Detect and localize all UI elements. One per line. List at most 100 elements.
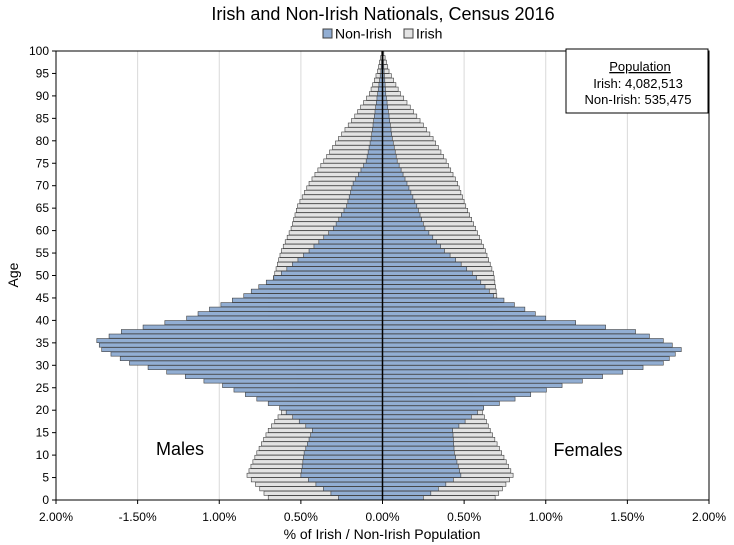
bar-non-irish-male (355, 176, 383, 182)
bar-non-irish-female (382, 405, 485, 411)
y-tick-label: 35 (36, 336, 50, 350)
bar-non-irish-female (382, 118, 390, 123)
bar-non-irish-male (375, 100, 383, 106)
bar-non-irish-female (382, 181, 408, 186)
bar-non-irish-male (164, 320, 383, 326)
bar-non-irish-male (110, 351, 383, 357)
bar-non-irish-male (220, 302, 383, 308)
bar-non-irish-male (330, 490, 383, 496)
bar-non-irish-male (250, 288, 383, 294)
bar-non-irish-female (382, 297, 505, 303)
bar-non-irish-female (382, 284, 486, 290)
bar-non-irish-female (382, 275, 477, 281)
bar-non-irish-female (382, 113, 390, 119)
bar-non-irish-female (382, 436, 454, 442)
bar-non-irish-male (351, 185, 383, 191)
bar-non-irish-female (382, 333, 650, 339)
bar-non-irish-male (358, 172, 383, 177)
y-axis-title: Age (5, 262, 21, 287)
bar-non-irish-female (382, 158, 398, 164)
bar-non-irish-male (285, 410, 383, 415)
bar-non-irish-female (382, 288, 490, 294)
bar-non-irish-male (308, 477, 383, 483)
bar-non-irish-male (338, 495, 383, 501)
bar-non-irish-male (310, 432, 383, 438)
bar-non-irish-male (363, 163, 383, 168)
y-tick-label: 30 (36, 358, 50, 372)
bar-non-irish-male (301, 468, 383, 474)
bar-non-irish-female (382, 374, 603, 379)
bar-non-irish-female (382, 320, 576, 326)
bar-non-irish-male (301, 463, 383, 469)
bar-non-irish-male (209, 306, 383, 312)
bar-non-irish-male (267, 401, 383, 406)
info-box-heading: Population (609, 59, 670, 74)
bar-non-irish-female (382, 306, 526, 312)
bar-non-irish-male (366, 154, 383, 159)
bar-non-irish-male (341, 212, 383, 218)
bar-non-irish-female (382, 401, 500, 406)
bar-non-irish-female (382, 234, 434, 240)
bar-non-irish-male (323, 486, 383, 492)
bar-non-irish-male (371, 131, 383, 137)
bar-non-irish-male (303, 252, 383, 258)
bar-non-irish-female (382, 490, 432, 496)
bar-non-irish-female (382, 176, 406, 182)
y-tick-label: 15 (36, 426, 50, 440)
bar-non-irish-female (382, 454, 456, 460)
x-tick-label: 0.00% (365, 510, 399, 524)
bar-non-irish-male (318, 239, 383, 245)
bar-non-irish-male (305, 445, 383, 451)
bar-non-irish-female (382, 396, 516, 402)
bar-non-irish-female (382, 459, 458, 465)
non-irish-bars (96, 50, 682, 501)
bar-non-irish-male (233, 387, 383, 393)
bar-non-irish-female (382, 216, 422, 222)
bar-non-irish-female (382, 257, 456, 263)
bar-non-irish-male (335, 221, 383, 227)
bar-non-irish-male (121, 329, 383, 335)
bar-non-irish-male (350, 190, 383, 195)
bar-non-irish-male (302, 459, 383, 465)
y-tick-label: 60 (36, 224, 50, 238)
bar-non-irish-female (382, 266, 468, 272)
legend: Non-Irish Irish (322, 26, 442, 42)
y-tick-label: 70 (36, 179, 50, 193)
bar-non-irish-male (297, 257, 383, 263)
x-tick-label: 1.00% (529, 510, 563, 524)
bar-non-irish-male (315, 481, 383, 487)
bar-non-irish-female (382, 140, 394, 146)
bar-non-irish-female (382, 131, 392, 137)
bar-non-irish-female (382, 203, 418, 209)
bar-non-irish-female (382, 190, 412, 195)
y-tick-label: 0 (42, 493, 49, 507)
bar-non-irish-male (323, 234, 383, 240)
males-label: Males (156, 439, 204, 459)
bar-non-irish-female (382, 154, 397, 159)
y-tick-label: 80 (36, 134, 50, 148)
bar-non-irish-female (382, 163, 400, 168)
bar-non-irish-female (382, 441, 454, 447)
bar-non-irish-female (382, 239, 437, 245)
x-tick-label: 2.00% (692, 510, 726, 524)
x-tick-label: 1.00% (202, 510, 236, 524)
bar-non-irish-male (203, 378, 383, 384)
x-axis-ticks: 2.00% -1.50% 1.00% 0.50% 0.00% 0.50% 1.00% 1.50… (39, 500, 726, 524)
bar-non-irish-male (307, 441, 383, 447)
bar-non-irish-female (382, 342, 673, 348)
bar-non-irish-female (382, 481, 447, 487)
bar-non-irish-female (382, 410, 478, 415)
y-tick-label: 90 (36, 89, 50, 103)
y-tick-label: 10 (36, 448, 50, 462)
bar-non-irish-male (352, 181, 383, 186)
bar-non-irish-male (312, 428, 383, 433)
bar-non-irish-female (382, 225, 426, 231)
bar-non-irish-male (303, 454, 383, 460)
bar-non-irish-male (365, 158, 383, 164)
bar-non-irish-female (382, 428, 453, 433)
bar-non-irish-male (300, 472, 383, 478)
bar-non-irish-male (369, 140, 383, 146)
bar-non-irish-male (313, 243, 383, 249)
bar-non-irish-male (147, 365, 383, 370)
legend-label-non-irish: Non-Irish (335, 26, 392, 42)
